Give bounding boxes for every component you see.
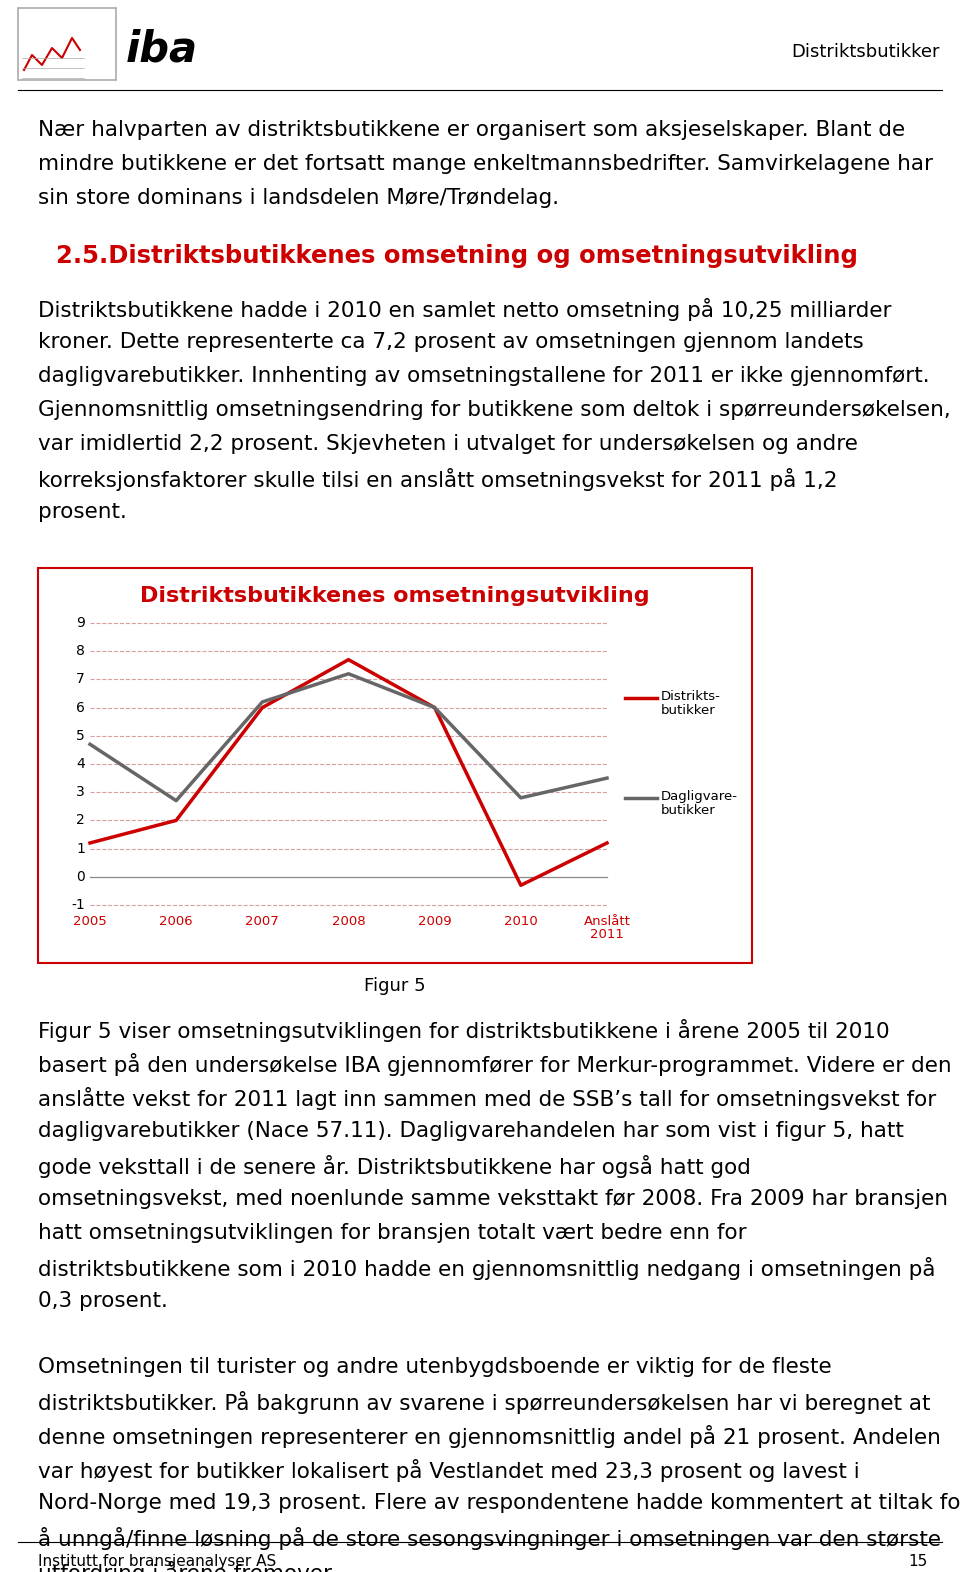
Text: 9: 9	[76, 616, 85, 630]
Text: distriktsbutikker. På bakgrunn av svarene i spørreundersøkelsen har vi beregnet : distriktsbutikker. På bakgrunn av svaren…	[38, 1391, 930, 1413]
Text: hatt omsetningsutviklingen for bransjen totalt vært bedre enn for: hatt omsetningsutviklingen for bransjen …	[38, 1223, 747, 1243]
Text: Dagligvare-: Dagligvare-	[661, 791, 738, 803]
Text: Distriktsbutikkenes omsetningsutvikling: Distriktsbutikkenes omsetningsutvikling	[140, 586, 650, 605]
Bar	[38, 567, 752, 964]
Text: distriktsbutikkene som i 2010 hadde en gjennomsnittlig nedgang i omsetningen på: distriktsbutikkene som i 2010 hadde en g…	[38, 1258, 935, 1280]
Text: anslåtte vekst for 2011 lagt inn sammen med de SSB’s tall for omsetningsvekst fo: anslåtte vekst for 2011 lagt inn sammen …	[38, 1086, 936, 1110]
Text: 2007: 2007	[246, 915, 279, 927]
Text: å unngå/finne løsning på de store sesongsvingninger i omsetningen var den størst: å unngå/finne løsning på de store sesong…	[38, 1526, 941, 1550]
Text: gode veksttall i de senere år. Distriktsbutikkene har også hatt god: gode veksttall i de senere år. Distrikts…	[38, 1155, 751, 1177]
Text: Institutt for bransjeanalyser AS: Institutt for bransjeanalyser AS	[38, 1555, 276, 1569]
Text: 6: 6	[76, 701, 85, 715]
Text: 5: 5	[76, 729, 85, 744]
Text: Distriktsbutikkene hadde i 2010 en samlet netto omsetning på 10,25 milliarder: Distriktsbutikkene hadde i 2010 en samle…	[38, 299, 892, 321]
Text: Gjennomsnittlig omsetningsendring for butikkene som deltok i spørreundersøkelsen: Gjennomsnittlig omsetningsendring for bu…	[38, 399, 950, 420]
Text: 2.5.Distriktsbutikkenes omsetning og omsetningsutvikling: 2.5.Distriktsbutikkenes omsetning og oms…	[56, 244, 858, 267]
Text: 2005: 2005	[73, 915, 107, 927]
Text: 2011: 2011	[590, 927, 624, 942]
Text: Figur 5 viser omsetningsutviklingen for distriktsbutikkene i årene 2005 til 2010: Figur 5 viser omsetningsutviklingen for …	[38, 1019, 890, 1042]
Text: 7: 7	[76, 673, 85, 687]
Text: butikker: butikker	[661, 704, 716, 717]
Text: 2006: 2006	[159, 915, 193, 927]
Text: 2010: 2010	[504, 915, 538, 927]
Text: 2: 2	[76, 813, 85, 827]
Text: prosent.: prosent.	[38, 501, 127, 522]
Text: Distrikts-: Distrikts-	[661, 690, 721, 703]
Text: 8: 8	[76, 645, 85, 659]
Text: korreksjonsfaktorer skulle tilsi en anslått omsetningsvekst for 2011 på 1,2: korreksjonsfaktorer skulle tilsi en ansl…	[38, 468, 837, 490]
Text: 3: 3	[76, 784, 85, 799]
Text: sin store dominans i landsdelen Møre/Trøndelag.: sin store dominans i landsdelen Møre/Trø…	[38, 189, 559, 208]
Text: dagligvarebutikker (Nace 57.11). Dagligvarehandelen har som vist i figur 5, hatt: dagligvarebutikker (Nace 57.11). Dagligv…	[38, 1121, 904, 1141]
Text: kroner. Dette representerte ca 7,2 prosent av omsetningen gjennom landets: kroner. Dette representerte ca 7,2 prose…	[38, 332, 864, 352]
Text: 4: 4	[76, 758, 85, 770]
Text: denne omsetningen representerer en gjennomsnittlig andel på 21 prosent. Andelen: denne omsetningen representerer en gjenn…	[38, 1424, 941, 1448]
Text: dagligvarebutikker. Innhenting av omsetningstallene for 2011 er ikke gjennomført: dagligvarebutikker. Innhenting av omsetn…	[38, 366, 929, 387]
Text: iba: iba	[126, 28, 198, 71]
Text: 2008: 2008	[332, 915, 366, 927]
Text: Nær halvparten av distriktsbutikkene er organisert som aksjeselskaper. Blant de: Nær halvparten av distriktsbutikkene er …	[38, 119, 905, 140]
Text: butikker: butikker	[661, 803, 716, 817]
Text: Nord-Norge med 19,3 prosent. Flere av respondentene hadde kommentert at tiltak f: Nord-Norge med 19,3 prosent. Flere av re…	[38, 1493, 960, 1512]
Text: Omsetningen til turister og andre utenbygdsboende er viktig for de fleste: Omsetningen til turister og andre utenby…	[38, 1357, 831, 1377]
Text: mindre butikkene er det fortsatt mange enkeltmannsbedrifter. Samvirkelagene har: mindre butikkene er det fortsatt mange e…	[38, 154, 933, 174]
Text: Anslått: Anslått	[584, 915, 631, 927]
Text: utfordring i årene fremover.: utfordring i årene fremover.	[38, 1561, 337, 1572]
Text: Distriktsbutikker: Distriktsbutikker	[791, 42, 940, 61]
Text: 1: 1	[76, 841, 85, 855]
Text: 0: 0	[76, 869, 85, 883]
Text: -1: -1	[71, 898, 85, 912]
Text: omsetningsvekst, med noenlunde samme veksttakt før 2008. Fra 2009 har bransjen: omsetningsvekst, med noenlunde samme vek…	[38, 1188, 948, 1209]
Text: var høyest for butikker lokalisert på Vestlandet med 23,3 prosent og lavest i: var høyest for butikker lokalisert på Ve…	[38, 1459, 859, 1482]
Bar	[18, 8, 116, 80]
Text: var imidlertid 2,2 prosent. Skjevheten i utvalget for undersøkelsen og andre: var imidlertid 2,2 prosent. Skjevheten i…	[38, 434, 858, 454]
Text: 2009: 2009	[418, 915, 451, 927]
Text: 0,3 prosent.: 0,3 prosent.	[38, 1291, 168, 1311]
Text: Figur 5: Figur 5	[364, 978, 426, 995]
Text: 15: 15	[909, 1555, 928, 1569]
Text: basert på den undersøkelse IBA gjennomfører for Merkur-programmet. Videre er den: basert på den undersøkelse IBA gjennomfø…	[38, 1053, 951, 1075]
